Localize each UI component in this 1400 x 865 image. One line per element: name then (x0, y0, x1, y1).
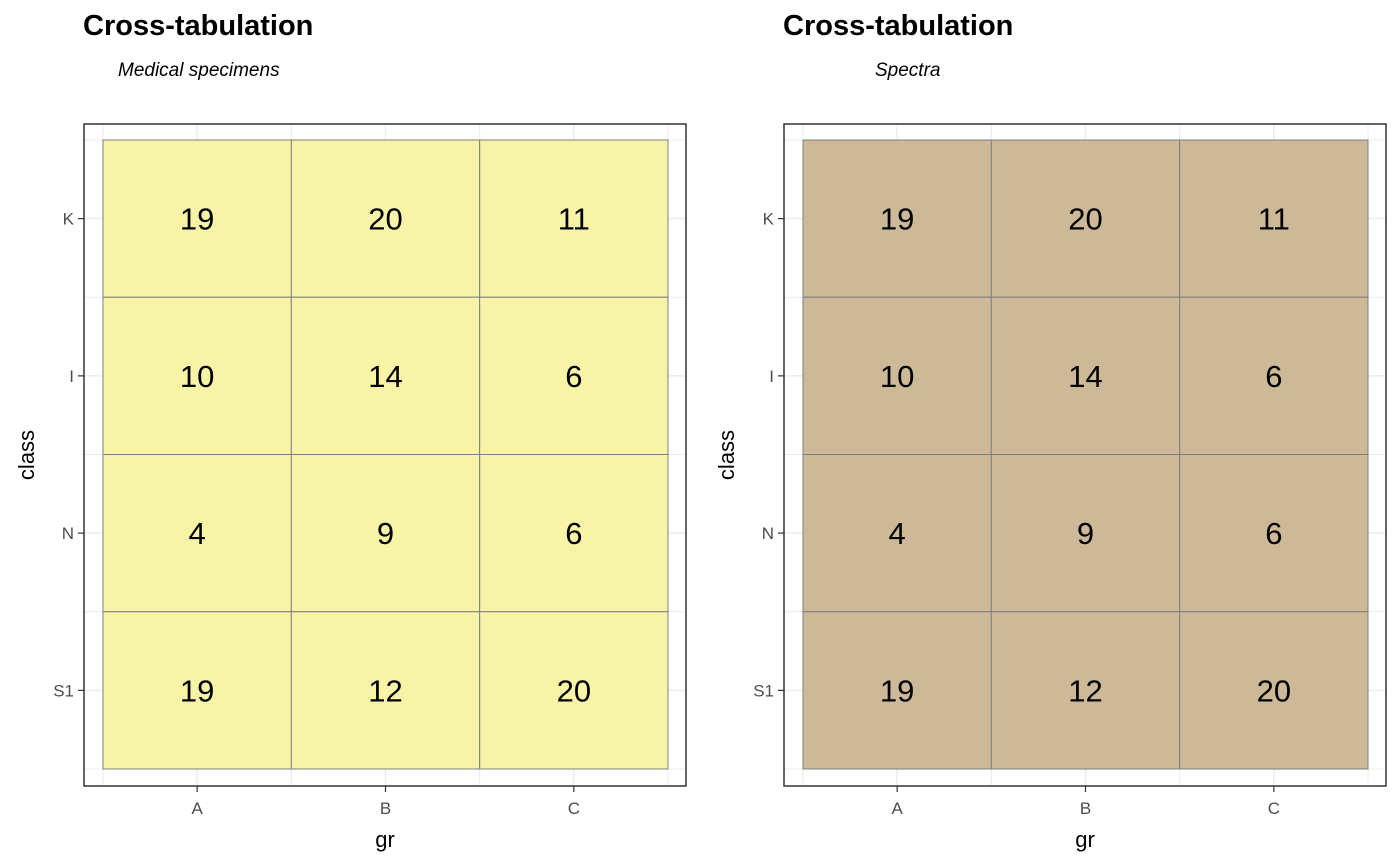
chart-panel-medical-specimens: Cross-tabulation Medical specimens 19 20 1… (14, 10, 687, 852)
cell-value-label: 9 (1077, 516, 1094, 551)
chart-subtitle: Spectra (875, 60, 941, 81)
cell-value-label: 11 (558, 202, 590, 237)
heatmap-tile (102, 454, 292, 613)
chart-panel-spectra: Cross-tabulation Spectra 19 20 11 10 14 6 4 9 6 1… (700, 0, 1400, 865)
heatmap-tile (290, 611, 481, 770)
heatmap-tile (802, 296, 992, 455)
cell-value-label: 14 (1068, 359, 1102, 394)
cell-value-label: 19 (180, 673, 214, 708)
heatmap-tile (1179, 139, 1369, 298)
heatmap-tile (990, 611, 1181, 770)
cell-value-label: 20 (1068, 202, 1102, 237)
heatmap-tile (479, 296, 669, 455)
cell-value-label: 6 (1265, 359, 1282, 394)
y-tick-label: I (769, 367, 774, 386)
heatmap-tile (1179, 611, 1369, 770)
cell-value-label: 12 (1068, 673, 1102, 708)
heatmap-tile (1179, 454, 1369, 613)
cell-value-label: 19 (180, 202, 214, 237)
heatmap-tile (290, 139, 481, 298)
heatmap-plot: 19 20 11 10 14 6 4 9 6 19 12 20 K I N S1 A B Cgr class (14, 123, 687, 852)
cell-value-label: 6 (1265, 516, 1282, 551)
heatmap-tile (290, 296, 481, 455)
x-tick-label: C (1268, 799, 1280, 818)
cell-value-label: 20 (557, 673, 591, 708)
heatmap-tile (1179, 296, 1369, 455)
heatmap-tile (102, 611, 292, 770)
cell-value-label: 20 (368, 202, 402, 237)
cell-value-label: 10 (180, 359, 214, 394)
heatmap-tile (802, 611, 992, 770)
cell-value-label: 11 (1258, 202, 1290, 237)
cell-value-label: 19 (880, 673, 914, 708)
x-tick-label: C (568, 799, 580, 818)
chart-title: Cross-tabulation (83, 10, 314, 42)
cell-value-label: 20 (1257, 673, 1291, 708)
cell-value-label: 10 (880, 359, 914, 394)
cell-value-label: 6 (565, 359, 582, 394)
x-tick-label: B (380, 799, 391, 818)
y-tick-label: S1 (753, 681, 774, 700)
y-tick-label: K (763, 210, 775, 229)
y-tick-label: N (762, 524, 774, 543)
cell-value-label: 12 (368, 673, 402, 708)
y-axis-title: class (14, 430, 39, 480)
x-axis-title: gr (375, 827, 395, 852)
y-tick-label: N (62, 524, 74, 543)
cell-value-label: 4 (889, 516, 906, 551)
heatmap-tile (479, 611, 669, 770)
x-tick-label: A (191, 799, 203, 818)
y-tick-label: S1 (53, 681, 74, 700)
cell-value-label: 19 (880, 202, 914, 237)
heatmap-tile (102, 296, 292, 455)
heatmap-tile (802, 139, 992, 298)
heatmap-tile (290, 454, 481, 613)
cell-value-label: 6 (565, 516, 582, 551)
y-axis-title: class (714, 430, 739, 480)
heatmap-tile (990, 139, 1181, 298)
heatmap-tile (479, 139, 669, 298)
cell-value-label: 9 (377, 516, 394, 551)
x-axis-title: gr (1075, 827, 1095, 852)
chart-subtitle: Medical specimens (118, 60, 280, 81)
heatmap-tile (102, 139, 292, 298)
y-tick-label: K (63, 210, 75, 229)
chart-title: Cross-tabulation (783, 10, 1014, 42)
x-tick-label: B (1080, 799, 1091, 818)
x-tick-label: A (891, 799, 903, 818)
cell-value-label: 14 (368, 359, 402, 394)
y-tick-label: I (69, 367, 74, 386)
heatmap-tile (479, 454, 669, 613)
cell-value-label: 4 (189, 516, 206, 551)
heatmap-plot: 19 20 11 10 14 6 4 9 6 19 12 20 K I N S1 A B Cgr class (714, 123, 1387, 852)
